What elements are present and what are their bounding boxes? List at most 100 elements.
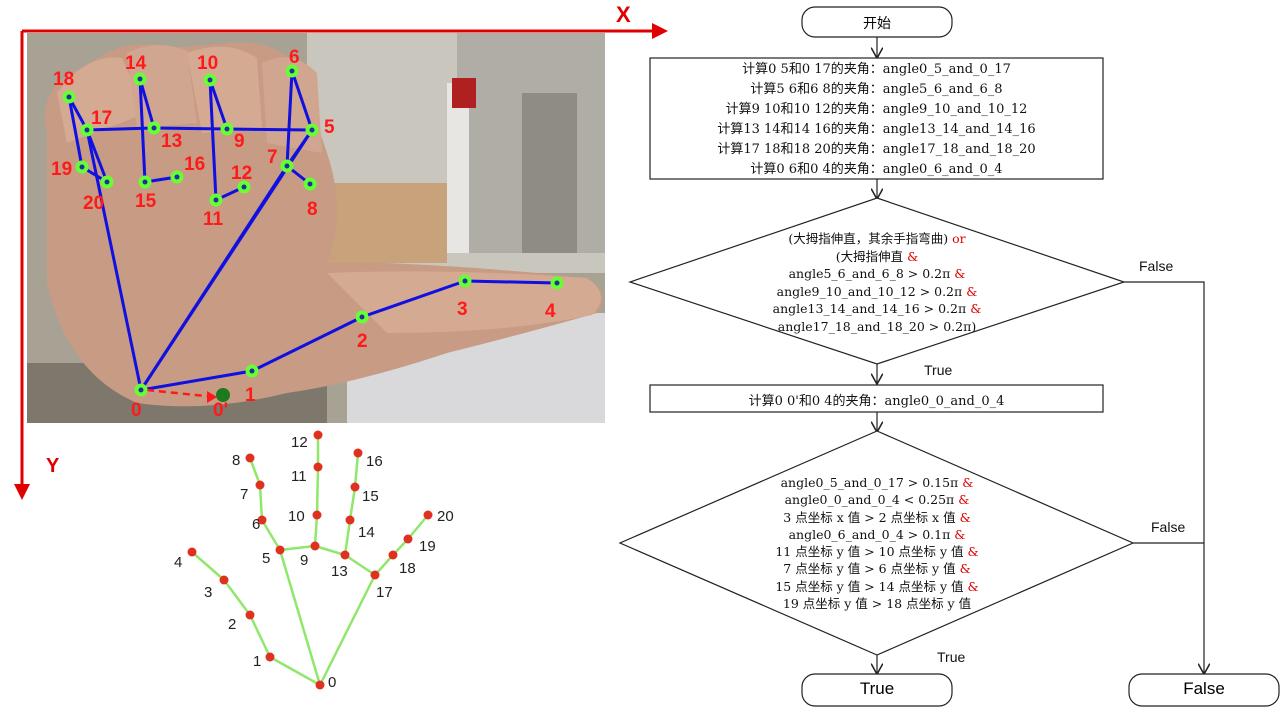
- landmark-point-core-1: [249, 368, 255, 374]
- landmark-point-core-14: [137, 76, 143, 82]
- schematic-point-3: [219, 575, 229, 585]
- skeleton-edge-0-7: [139, 165, 289, 391]
- landmark-point-core-18: [66, 94, 72, 100]
- process-line-4: 计算13 14和14 16的夹角：angle13_14_and_14_16: [717, 122, 1036, 137]
- landmark-label-9: 9: [234, 131, 245, 152]
- schematic-point-2: [245, 610, 255, 620]
- process-angle-0-0p-box: [649, 384, 1104, 413]
- schematic-point-8: [245, 453, 255, 463]
- d2-op-5: &: [967, 544, 979, 560]
- landmark-label-16: 16: [184, 154, 205, 175]
- end-false-node: [1128, 673, 1280, 707]
- start-label: 开始: [863, 15, 891, 31]
- photo-box: [327, 183, 447, 263]
- d2-line-3: 3 点坐标 x 值 > 2 点坐标 x 值: [783, 509, 956, 525]
- schematic-point-9: [310, 541, 320, 551]
- schematic-edge-9-13: [314, 544, 346, 557]
- landmark-label-10: 10: [197, 53, 218, 74]
- skeleton-edge-5-9: [226, 127, 313, 132]
- landmark-label-18: 18: [53, 69, 74, 90]
- skeleton-edge-2-3: [361, 279, 466, 319]
- d1-op-1: or: [952, 231, 966, 246]
- schematic-edge-3-4: [191, 551, 225, 581]
- landmark-label-2: 2: [357, 331, 368, 352]
- schematic-point-13: [340, 550, 350, 560]
- schematic-label-15: 15: [362, 488, 379, 505]
- landmark-label-0: 0: [131, 400, 142, 421]
- schematic-point-6: [257, 515, 267, 525]
- d1-line-5: angle13_14_and_14_16 > 0.2π: [772, 301, 967, 316]
- d1-line-6: angle17_18_and_18_20 > 0.2π): [777, 318, 977, 334]
- schematic-edge-10-11: [315, 466, 320, 516]
- schematic-label-20: 20: [437, 508, 454, 525]
- photo-finger-3: [187, 46, 262, 133]
- schematic-edge-0-17: [318, 574, 377, 686]
- schematic-point-14: [345, 515, 355, 525]
- process-line-5: 计算17 18和18 20的夹角：angle17_18_and_18_20: [717, 142, 1036, 157]
- landmark-label-13: 13: [161, 131, 182, 152]
- d2-line-8: 19 点坐标 y 值 > 18 点坐标 y 值: [782, 596, 972, 612]
- d2-line-6: 7 点坐标 y 值 > 6 点坐标 y 值: [783, 561, 956, 577]
- y-axis-arrow: [14, 484, 30, 500]
- landmark-point-core-4: [554, 280, 560, 286]
- schematic-edge-7-8: [248, 457, 262, 486]
- d1-op-5: &: [970, 301, 982, 316]
- skeleton-edge-9-10: [208, 79, 229, 130]
- end-true-node: [801, 673, 953, 707]
- end-false-label: False: [1183, 679, 1225, 698]
- arrow-d1-false: [1124, 281, 1204, 673]
- landmark-point-core-19: [79, 164, 85, 170]
- schematic-edge-9-10: [313, 514, 319, 547]
- x-axis-arrow: [652, 23, 668, 39]
- landmark-point-core-9: [224, 126, 230, 132]
- process-line-1: 计算0 5和0 17的夹角：angle0_5_and_0_17: [742, 62, 1011, 77]
- edge-label-d1-false: False: [1139, 258, 1174, 274]
- d2-line-2: angle0_0_and_0_4 < 0.25π: [784, 492, 955, 508]
- edge-label-d1-true: True: [924, 362, 953, 378]
- edge-label-d2-true: True: [937, 649, 966, 665]
- landmark-label-20: 20: [83, 193, 104, 214]
- d1-op-3: &: [954, 266, 966, 281]
- landmark-point-core-5: [309, 127, 315, 133]
- d2-line-7: 15 点坐标 y 值 > 14 点坐标 y 值: [775, 578, 964, 594]
- schematic-edge-14-15: [348, 486, 357, 521]
- photo-stand-top: [452, 78, 476, 108]
- schematic-point-5: [275, 545, 285, 555]
- landmark-label-15: 15: [135, 191, 157, 212]
- landmark-point-core-17: [84, 127, 90, 133]
- landmark-label-4: 4: [545, 301, 556, 322]
- skeleton-edge-9-13: [153, 126, 228, 131]
- photo-thumb: [327, 271, 601, 333]
- photo-finger-2: [127, 44, 197, 128]
- d2-line-5: 11 点坐标 y 值 > 10 点坐标 y 值: [775, 544, 964, 560]
- process-angles-text: 计算0 5和0 17的夹角：angle0_5_and_0_17 计算5 6和6 …: [650, 60, 1103, 180]
- landmark-point-core-12: [241, 184, 247, 190]
- landmark-label-6: 6: [289, 47, 300, 68]
- landmark-point-core-16: [174, 174, 180, 180]
- process2-text: 计算0 0'和0 4的夹角：angle0_0_and_0_4: [748, 394, 1005, 409]
- landmark-label-19: 19: [51, 159, 72, 180]
- schematic-edge-0-1: [269, 655, 321, 687]
- d1-op-4: &: [966, 283, 978, 299]
- landmark-point-core-11: [213, 197, 219, 203]
- skeleton-edge-17-20: [85, 129, 109, 183]
- d1-op-2: &: [907, 248, 919, 264]
- decision2-text: angle0_5_and_0_17 > 0.15π & angle0_0_and…: [720, 474, 1034, 612]
- schematic-label-18: 18: [399, 560, 416, 577]
- schematic-point-15: [350, 482, 360, 492]
- schematic-label-9: 9: [300, 552, 308, 569]
- schematic-label-13: 13: [331, 563, 348, 580]
- landmark-point-core-10: [207, 77, 213, 83]
- skeleton-edge-13-14: [138, 78, 156, 129]
- skeleton-edge-18-19: [67, 96, 84, 168]
- d2-line-4: angle0_6_and_0_4 > 0.1π: [788, 526, 951, 542]
- landmark-label-14: 14: [125, 53, 147, 74]
- landmark-label-1: 1: [245, 385, 256, 406]
- schematic-point-18: [388, 550, 398, 560]
- skeleton-edge-14-15: [138, 78, 147, 183]
- landmark-point-core-20: [104, 179, 110, 185]
- schematic-point-4: [187, 547, 197, 557]
- d1-line-2: (大拇指伸直: [835, 248, 904, 264]
- x-axis-label: X: [616, 2, 631, 27]
